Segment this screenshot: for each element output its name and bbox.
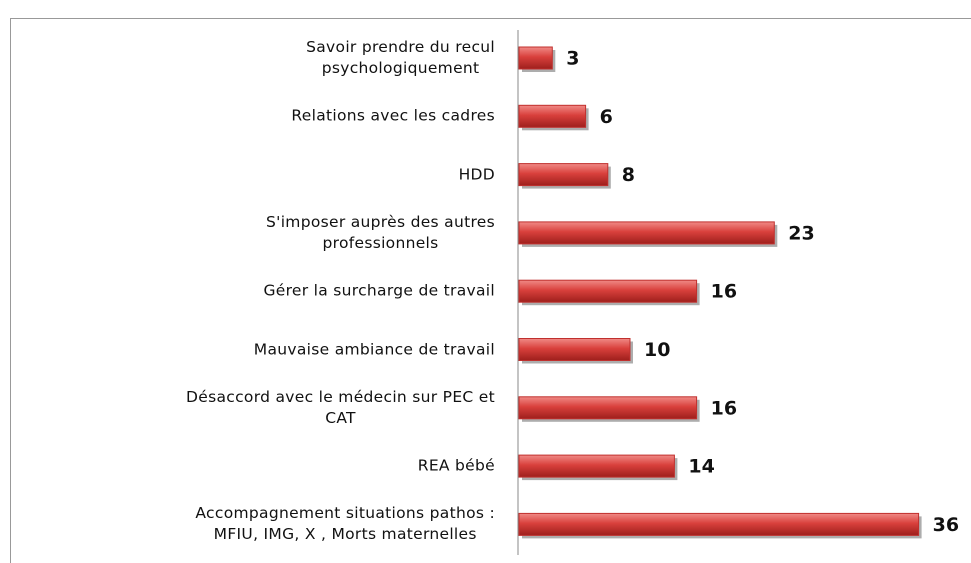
category-label: Relations avec les cadres: [291, 106, 495, 125]
bar: [518, 338, 631, 361]
category-label: Mauvaise ambiance de travail: [253, 340, 495, 358]
category-label: Accompagnement situations pathos : MFIU,…: [195, 504, 495, 544]
value-label: 6: [600, 106, 613, 128]
category-label: HDD: [458, 165, 495, 184]
category-label: Gérer la surcharge de travail: [263, 281, 495, 300]
bar: [518, 512, 920, 536]
value-label: 16: [711, 397, 737, 419]
bar: [518, 279, 698, 303]
value-label: 10: [644, 339, 670, 361]
value-label: 36: [933, 514, 959, 536]
value-label: 3: [566, 48, 579, 70]
bar: [518, 221, 775, 245]
value-label: 8: [622, 164, 635, 186]
value-label: 16: [711, 281, 737, 303]
bar: [518, 454, 675, 478]
value-label: 23: [788, 222, 814, 244]
bar: [518, 396, 698, 420]
category-label: Désaccord avec le médecin sur PEC et CAT: [186, 387, 495, 427]
category-label: S'imposer auprès des autres professionne…: [266, 212, 495, 252]
bar: [518, 46, 553, 70]
value-label: 14: [688, 456, 714, 478]
bar: [518, 163, 609, 187]
bar: [518, 104, 587, 128]
category-label: Savoir prendre du recul psychologiquemen…: [306, 38, 495, 77]
category-label: REA bébé: [417, 456, 495, 475]
chart-frame: [10, 18, 971, 563]
